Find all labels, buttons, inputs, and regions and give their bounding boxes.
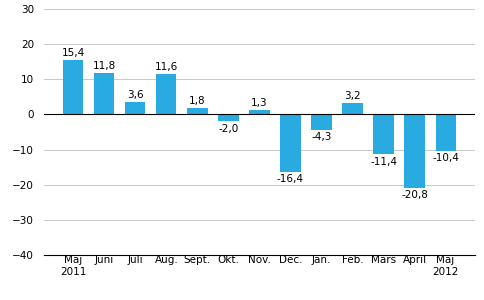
Bar [342, 103, 362, 114]
Bar [404, 114, 424, 188]
Bar [373, 114, 393, 154]
Bar [218, 114, 238, 122]
Text: Maj: Maj [64, 255, 82, 265]
Text: 3,6: 3,6 [127, 90, 143, 100]
Text: Okt.: Okt. [217, 255, 239, 265]
Text: 2012: 2012 [432, 255, 458, 277]
Text: Nov.: Nov. [247, 255, 271, 265]
Text: 1,3: 1,3 [251, 98, 267, 108]
Bar [280, 114, 300, 172]
Bar [156, 74, 176, 114]
Text: April: April [402, 255, 426, 265]
Bar [311, 114, 331, 130]
Bar [187, 108, 207, 114]
Text: -2,0: -2,0 [218, 124, 238, 134]
Text: Jan.: Jan. [311, 255, 331, 265]
Text: Aug.: Aug. [154, 255, 178, 265]
Bar [94, 73, 114, 114]
Text: -10,4: -10,4 [431, 153, 458, 163]
Text: Juli: Juli [127, 255, 143, 265]
Text: -16,4: -16,4 [276, 174, 303, 184]
Bar [249, 110, 269, 114]
Text: Maj: Maj [436, 255, 454, 265]
Text: 11,8: 11,8 [92, 61, 116, 71]
Text: 2011: 2011 [60, 255, 86, 277]
Bar [435, 114, 455, 151]
Text: Sept.: Sept. [183, 255, 211, 265]
Text: Dec.: Dec. [278, 255, 302, 265]
Text: -4,3: -4,3 [311, 132, 331, 142]
Text: 11,6: 11,6 [154, 61, 178, 72]
Text: Mars: Mars [370, 255, 395, 265]
Bar [125, 102, 145, 114]
Bar [63, 60, 83, 114]
Text: 15,4: 15,4 [61, 48, 85, 58]
Text: Feb.: Feb. [341, 255, 363, 265]
Text: Juni: Juni [94, 255, 114, 265]
Text: -20,8: -20,8 [400, 190, 427, 200]
Text: 1,8: 1,8 [189, 96, 205, 106]
Text: 3,2: 3,2 [344, 91, 360, 101]
Text: -11,4: -11,4 [369, 157, 396, 166]
